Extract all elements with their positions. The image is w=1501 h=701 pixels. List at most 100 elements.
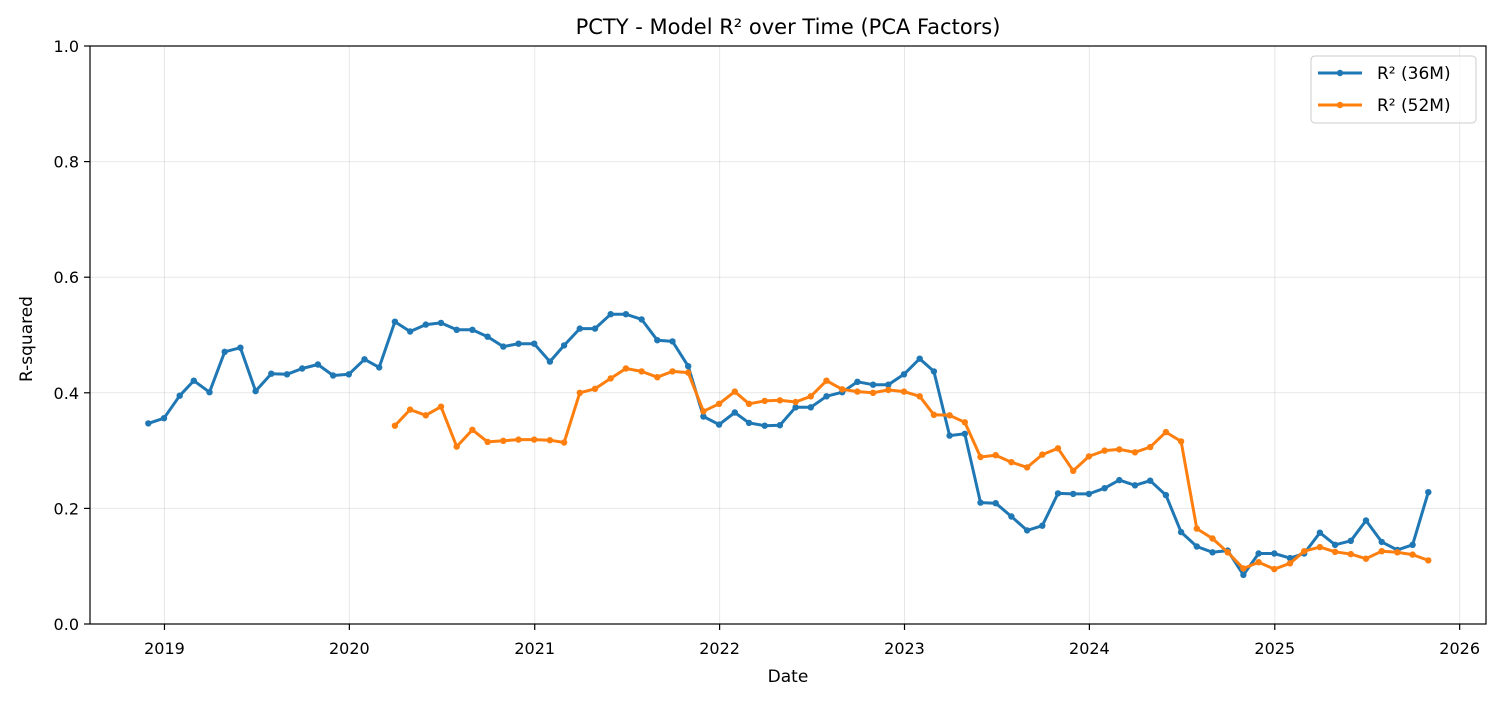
data-point bbox=[1316, 529, 1324, 536]
legend-label: R² (52M) bbox=[1377, 96, 1451, 116]
data-point bbox=[669, 338, 676, 345]
plot-frame bbox=[89, 45, 1487, 625]
data-point bbox=[1039, 522, 1046, 529]
data-point bbox=[823, 393, 830, 400]
data-point bbox=[792, 398, 799, 406]
series-layer bbox=[145, 311, 1432, 579]
data-point bbox=[992, 452, 999, 459]
data-point bbox=[1131, 449, 1139, 456]
data-point bbox=[900, 388, 908, 395]
data-point bbox=[992, 500, 999, 507]
data-point bbox=[1425, 489, 1432, 496]
data-point bbox=[1347, 550, 1355, 558]
data-point bbox=[869, 389, 877, 396]
data-point bbox=[591, 385, 599, 392]
data-point bbox=[715, 421, 723, 428]
data-point bbox=[531, 436, 538, 443]
data-point bbox=[685, 363, 692, 370]
data-point bbox=[1101, 447, 1108, 454]
data-point bbox=[1425, 557, 1432, 564]
data-point bbox=[885, 386, 892, 394]
data-point bbox=[638, 316, 645, 323]
data-point bbox=[1193, 525, 1201, 532]
data-point bbox=[1209, 549, 1216, 556]
data-point bbox=[1008, 459, 1015, 466]
data-point bbox=[930, 411, 938, 418]
x-tick-label: 2020 bbox=[329, 639, 370, 658]
y-tick-label: 0.8 bbox=[54, 153, 79, 172]
data-point bbox=[1286, 560, 1294, 567]
data-point bbox=[1101, 485, 1108, 492]
data-point bbox=[1362, 555, 1370, 562]
x-tick-label: 2021 bbox=[514, 639, 555, 658]
legend: R² (36M) R² (52M) bbox=[1310, 55, 1477, 124]
x-axis-title: Date bbox=[768, 667, 809, 687]
data-point bbox=[1177, 528, 1185, 536]
y-tick-label: 0.2 bbox=[54, 499, 79, 518]
y-tick-label: 0.6 bbox=[54, 268, 79, 287]
data-point bbox=[1286, 554, 1294, 562]
data-point bbox=[715, 400, 723, 407]
data-point bbox=[1316, 543, 1324, 551]
data-point bbox=[469, 426, 476, 433]
data-point bbox=[916, 393, 923, 400]
data-point bbox=[1409, 541, 1416, 548]
data-point bbox=[1224, 549, 1231, 556]
data-point bbox=[731, 409, 738, 416]
data-point bbox=[515, 340, 522, 347]
data-point bbox=[391, 318, 399, 325]
data-point bbox=[900, 371, 908, 378]
x-tick-label: 2022 bbox=[699, 639, 740, 658]
data-point bbox=[1023, 527, 1031, 534]
data-point bbox=[761, 422, 768, 429]
data-point bbox=[145, 420, 152, 427]
data-point bbox=[546, 358, 554, 365]
data-point bbox=[1394, 549, 1401, 556]
data-point bbox=[1209, 535, 1216, 542]
data-point bbox=[361, 356, 368, 363]
data-point bbox=[977, 499, 984, 506]
legend-marker bbox=[1336, 101, 1344, 109]
x-tick-label: 2024 bbox=[1069, 639, 1110, 658]
data-point bbox=[622, 365, 630, 372]
data-point bbox=[1301, 548, 1308, 555]
data-point bbox=[607, 375, 614, 382]
data-point bbox=[776, 422, 784, 429]
data-point bbox=[515, 436, 522, 443]
data-point bbox=[252, 387, 259, 395]
data-point bbox=[576, 325, 583, 332]
data-point bbox=[1085, 490, 1093, 498]
data-point bbox=[406, 406, 414, 413]
data-point bbox=[1131, 482, 1139, 489]
data-point bbox=[560, 342, 568, 349]
data-point bbox=[1255, 559, 1262, 566]
y-axis-title: R-squared bbox=[17, 296, 37, 382]
data-point bbox=[1023, 464, 1031, 471]
legend-label: R² (36M) bbox=[1377, 64, 1451, 84]
data-point bbox=[869, 381, 877, 388]
data-point bbox=[1255, 550, 1262, 557]
data-point bbox=[1240, 565, 1247, 572]
data-point bbox=[654, 374, 661, 381]
series-2 bbox=[391, 365, 1432, 573]
data-point bbox=[1116, 476, 1123, 484]
data-point bbox=[1162, 491, 1170, 499]
data-point bbox=[1347, 537, 1355, 544]
data-point bbox=[299, 365, 306, 372]
data-point bbox=[500, 343, 507, 350]
data-point bbox=[1054, 490, 1062, 497]
data-point bbox=[437, 403, 445, 410]
data-point bbox=[1240, 571, 1247, 579]
data-point bbox=[792, 404, 799, 411]
series-line bbox=[146, 312, 1430, 577]
data-point bbox=[345, 371, 352, 378]
x-tick-label: 2019 bbox=[144, 639, 185, 658]
data-point bbox=[406, 328, 414, 335]
data-point bbox=[329, 372, 337, 379]
data-point bbox=[1116, 446, 1123, 453]
data-point bbox=[283, 371, 291, 378]
data-point bbox=[484, 333, 491, 340]
data-point bbox=[700, 413, 707, 420]
data-point bbox=[1409, 551, 1416, 558]
